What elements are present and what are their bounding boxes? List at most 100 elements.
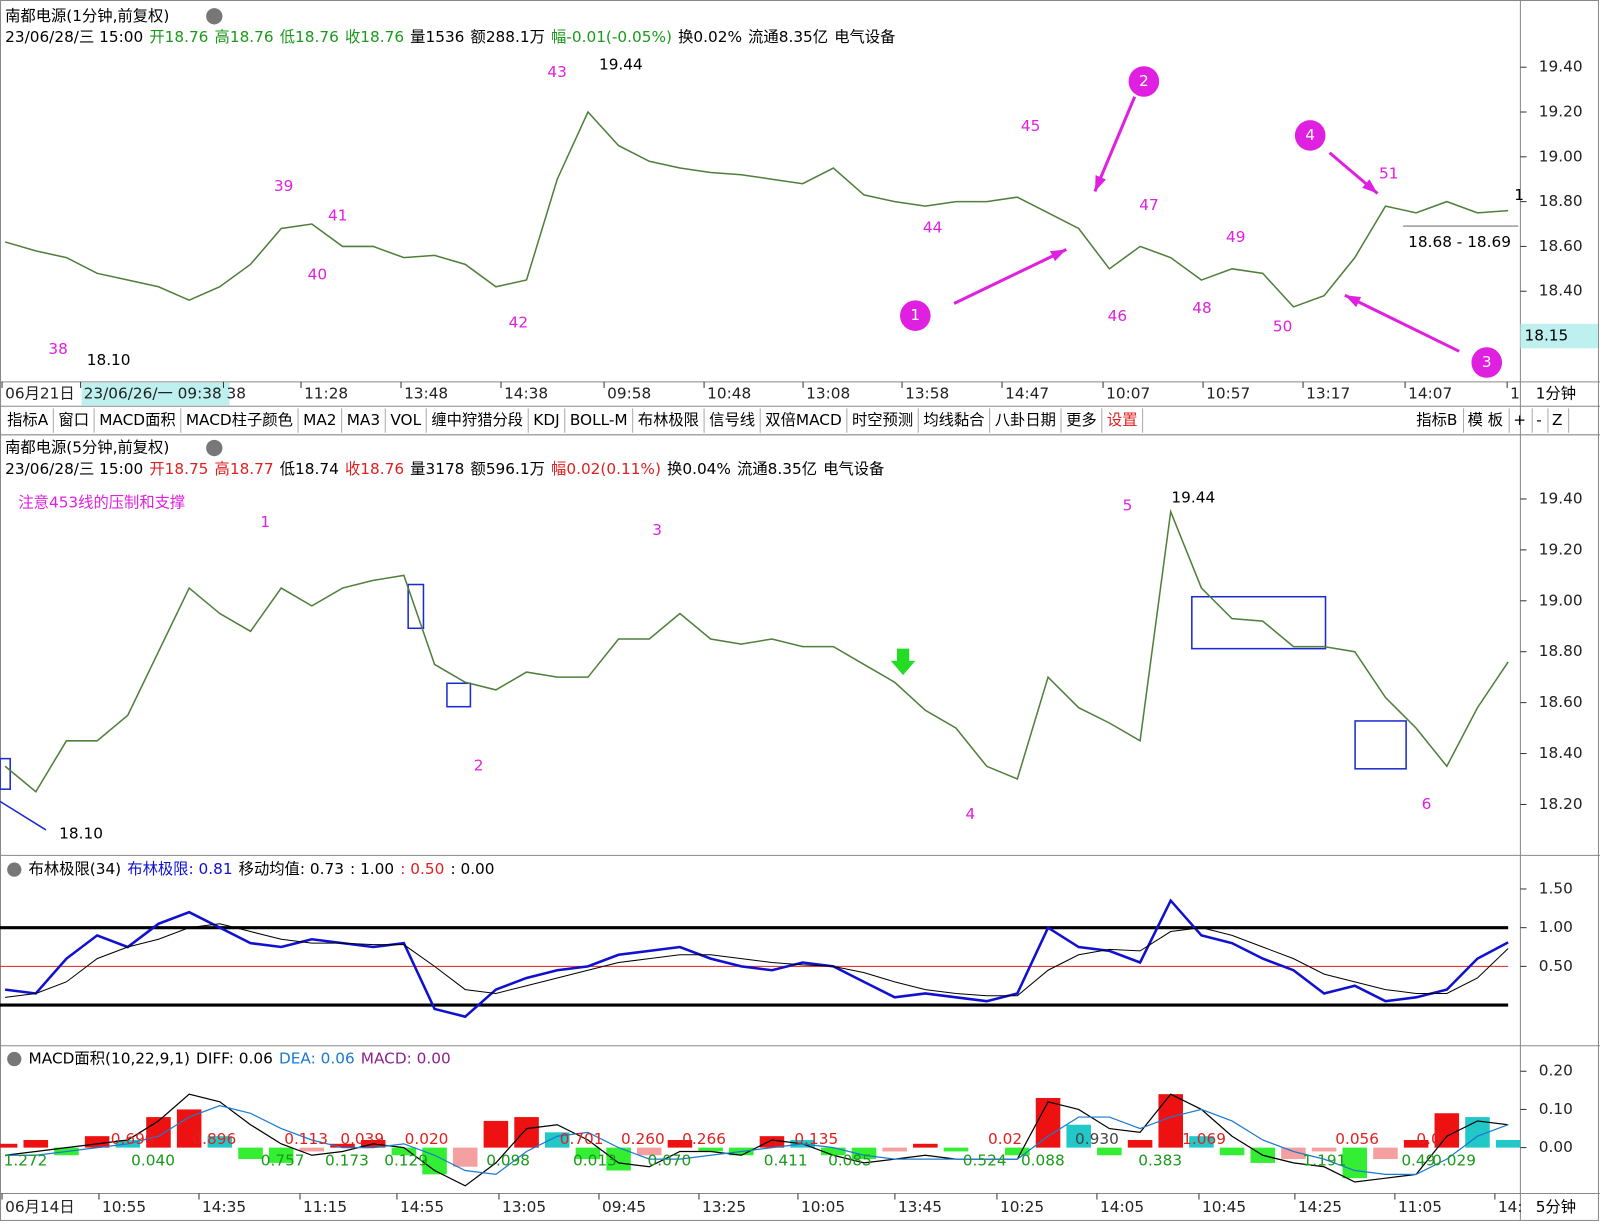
info-item: 移动均值: 0.73 [239, 860, 344, 878]
info-item: MACD: 0.00 [361, 1050, 451, 1068]
toolbar-button[interactable]: 均线黏合 [923, 411, 984, 429]
area-label: 0.383 [1138, 1151, 1182, 1169]
toolbar-button[interactable]: MA3 [347, 411, 380, 429]
macd-bar [391, 1147, 417, 1156]
area-label: 0.411 [764, 1151, 808, 1169]
data-line [5, 1105, 1509, 1176]
x-tick-label: 13:58 [905, 385, 949, 403]
x-tick-label: 1 [1510, 385, 1520, 403]
info-item: 电气设备 [834, 28, 895, 46]
x-tick-label: 11:15 [303, 1198, 347, 1216]
x-tick-label: 14: [1498, 1198, 1523, 1216]
macd-bar [483, 1120, 509, 1148]
info-item: DEA: 0.06 [279, 1050, 355, 1068]
toolbar-button[interactable]: 模 板 [1468, 411, 1503, 429]
macd-bar [636, 1147, 662, 1156]
info-item: 23/06/28/三 15:00 [5, 460, 143, 478]
macd-bar [1097, 1147, 1122, 1156]
range-label: 18.68 - 18.69 [1408, 233, 1511, 251]
wave-label: 42 [509, 313, 528, 331]
toolbar-button[interactable]: MACD面积 [99, 411, 175, 429]
toolbar-button[interactable]: 更多 [1066, 411, 1097, 429]
toolbar-button[interactable]: BOLL-M [570, 411, 628, 429]
macd-bar [1066, 1124, 1091, 1148]
info-item: 高18.76 [215, 28, 274, 46]
x-tick-label: 09:58 [607, 385, 651, 403]
wave-label: 47 [1139, 196, 1158, 214]
y-tick-label: 18.40 [1539, 282, 1583, 300]
toolbar-button[interactable]: 窗口 [58, 411, 89, 429]
area-label: 0.029 [1432, 1151, 1476, 1169]
area-label: 0.085 [828, 1151, 872, 1169]
x-tick-label: 11:05 [1398, 1198, 1442, 1216]
toolbar-button[interactable]: 缠中狩猎分段 [431, 411, 523, 429]
area-label: 1.069 [1182, 1130, 1226, 1148]
info-item: 电气设备 [823, 460, 884, 478]
low-label: 18.10 [87, 351, 131, 369]
toolbar-button[interactable]: KDJ [533, 411, 559, 429]
x-tick-label: 13:48 [404, 385, 448, 403]
macd-bar [1219, 1147, 1245, 1156]
x-tick-label: 11:28 [304, 385, 348, 403]
low-label: 18.10 [59, 824, 103, 842]
x-tick-label: 06月21日 [5, 385, 75, 403]
y-tick-label: 19.20 [1539, 103, 1583, 121]
toolbar-button[interactable]: 指标A [7, 411, 49, 429]
info-item: 幅0.02(0.11%) [551, 460, 661, 478]
x-tick-label: 14:07 [1408, 385, 1452, 403]
x-tick-label: 10:07 [1106, 385, 1150, 403]
x-tick-label: 10:25 [1000, 1198, 1044, 1216]
toolbar-button[interactable]: 时空预测 [852, 411, 913, 429]
toolbar-button[interactable]: 设置 [1107, 411, 1138, 429]
toolbar-button[interactable]: 信号线 [709, 411, 755, 429]
info-item: 量3178 [410, 460, 464, 478]
toolbar-button[interactable]: VOL [390, 411, 421, 429]
macd-bar [23, 1139, 49, 1148]
signal-arrow [890, 648, 916, 676]
macd-bar [759, 1136, 785, 1148]
data-line [5, 1093, 1509, 1187]
macd-bar [84, 1136, 110, 1148]
toolbar-button[interactable]: 双倍MACD [765, 411, 841, 429]
area-label: 0.098 [486, 1151, 530, 1169]
toolbar-button[interactable]: 八卦日期 [995, 411, 1056, 429]
info-item: MACD面积(10,22,9,1) [29, 1050, 190, 1068]
toolbar-button[interactable]: MACD柱子颜色 [186, 411, 293, 429]
macd-bar [1281, 1147, 1306, 1160]
circled-number: 1 [910, 306, 920, 324]
info-item: 收18.76 [345, 28, 404, 46]
x-tick-label: 10:48 [707, 385, 751, 403]
area-label: 0.039 [340, 1130, 384, 1148]
y-tick-label: 0.00 [1539, 1138, 1573, 1156]
arrow [1344, 293, 1460, 353]
area-label: 0.757 [261, 1151, 305, 1169]
toolbar-button[interactable]: MA2 [303, 411, 336, 429]
wave-label: 2 [474, 756, 484, 774]
macd-bar [882, 1147, 907, 1152]
toolbar-button[interactable]: Z [1552, 411, 1562, 429]
data-line [5, 923, 1509, 998]
note: 注意453线的压制和支撑 [18, 494, 185, 512]
high-label: 19.44 [1171, 488, 1215, 506]
wave-label: 39 [274, 177, 293, 195]
arrow [1093, 96, 1137, 193]
toolbar-button[interactable]: 布林极限 [638, 411, 699, 429]
macd-bar [943, 1147, 969, 1152]
info-item: 收18.76 [345, 460, 404, 478]
toolbar-button[interactable]: - [1536, 411, 1542, 429]
macd-bar [913, 1143, 938, 1148]
info-item: : 1.00 [350, 860, 394, 878]
x-tick-label: 13:08 [806, 385, 850, 403]
wave-label: 48 [1192, 299, 1211, 317]
wave-label: 4 [966, 805, 976, 823]
toolbar-button[interactable]: 指标B [1416, 411, 1457, 429]
circled-number: 2 [1139, 72, 1149, 90]
info-item: 额288.1万 [471, 28, 545, 46]
toolbar-button[interactable]: + [1513, 411, 1526, 429]
area-label: 0.020 [405, 1130, 449, 1148]
data-line [4, 508, 1509, 793]
info-item: 流通8.35亿 [737, 460, 817, 478]
